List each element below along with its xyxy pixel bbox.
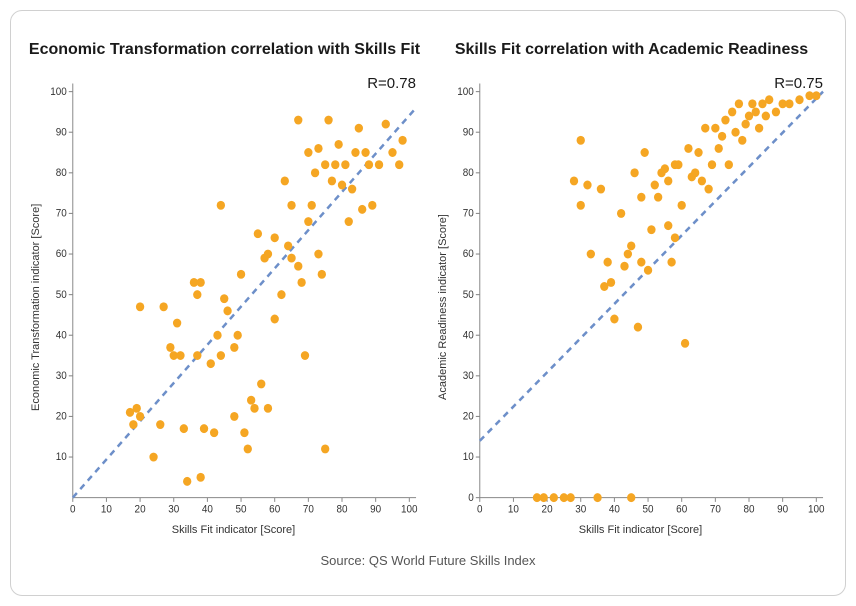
svg-text:50: 50	[56, 290, 67, 301]
svg-text:70: 70	[710, 504, 721, 515]
svg-text:40: 40	[56, 330, 67, 341]
svg-text:10: 10	[101, 504, 112, 515]
svg-text:60: 60	[56, 249, 67, 260]
svg-text:90: 90	[777, 504, 788, 515]
svg-text:50: 50	[236, 504, 247, 515]
y-axis-label-left: Economic Transformation indicator [Score…	[27, 75, 45, 539]
svg-text:100: 100	[808, 504, 825, 515]
svg-text:30: 30	[575, 504, 586, 515]
svg-text:80: 80	[336, 504, 347, 515]
svg-text:40: 40	[202, 504, 213, 515]
svg-text:80: 80	[56, 168, 67, 179]
svg-text:100: 100	[50, 87, 67, 98]
svg-text:0: 0	[468, 493, 474, 504]
svg-text:50: 50	[643, 504, 654, 515]
svg-text:10: 10	[508, 504, 519, 515]
svg-text:50: 50	[463, 290, 474, 301]
chart-title-right: Skills Fit correlation with Academic Rea…	[434, 29, 829, 71]
y-axis-label-right: Academic Readiness indicator [Score]	[434, 75, 452, 539]
chart-panel-right: Skills Fit correlation with Academic Rea…	[434, 29, 829, 539]
svg-text:100: 100	[401, 504, 418, 515]
scatter-plot-right: 0 10 20 30 40 50 60 70 80 90 100 0 10 20 30 40 50 60 70 80 9…	[452, 75, 829, 521]
svg-text:70: 70	[463, 208, 474, 219]
svg-text:40: 40	[609, 504, 620, 515]
svg-text:0: 0	[70, 504, 76, 515]
svg-text:10: 10	[56, 452, 67, 463]
svg-text:20: 20	[463, 411, 474, 422]
svg-text:60: 60	[463, 249, 474, 260]
svg-text:30: 30	[168, 504, 179, 515]
svg-text:40: 40	[463, 330, 474, 341]
svg-text:60: 60	[676, 504, 687, 515]
plot-wrap-right: Academic Readiness indicator [Score] 0 10…	[434, 75, 829, 539]
chart-panel-left: Economic Transformation correlation with…	[27, 29, 422, 539]
plot-wrap-left: Economic Transformation indicator [Score…	[27, 75, 422, 539]
svg-text:0: 0	[477, 504, 483, 515]
svg-text:60: 60	[269, 504, 280, 515]
charts-row: Economic Transformation correlation with…	[27, 29, 829, 539]
svg-text:90: 90	[370, 504, 381, 515]
svg-text:20: 20	[135, 504, 146, 515]
svg-text:20: 20	[56, 411, 67, 422]
svg-text:70: 70	[303, 504, 314, 515]
svg-text:80: 80	[743, 504, 754, 515]
svg-text:10: 10	[463, 452, 474, 463]
svg-text:70: 70	[56, 208, 67, 219]
svg-text:100: 100	[457, 87, 474, 98]
chart-title-left: Economic Transformation correlation with…	[27, 29, 422, 71]
svg-text:30: 30	[56, 371, 67, 382]
svg-text:80: 80	[463, 168, 474, 179]
svg-text:90: 90	[56, 127, 67, 138]
chart-card: Economic Transformation correlation with…	[10, 10, 846, 596]
svg-text:30: 30	[463, 371, 474, 382]
scatter-plot-left: 0 10 20 30 40 50 60 70 80 90 100 10 20 30 40 50 60 70 80 90…	[45, 75, 422, 521]
svg-text:20: 20	[542, 504, 553, 515]
source-caption: Source: QS World Future Skills Index	[27, 553, 829, 568]
x-axis-label-left: Skills Fit indicator [Score]	[45, 521, 422, 539]
x-axis-label-right: Skills Fit indicator [Score]	[452, 521, 829, 539]
svg-text:90: 90	[463, 127, 474, 138]
